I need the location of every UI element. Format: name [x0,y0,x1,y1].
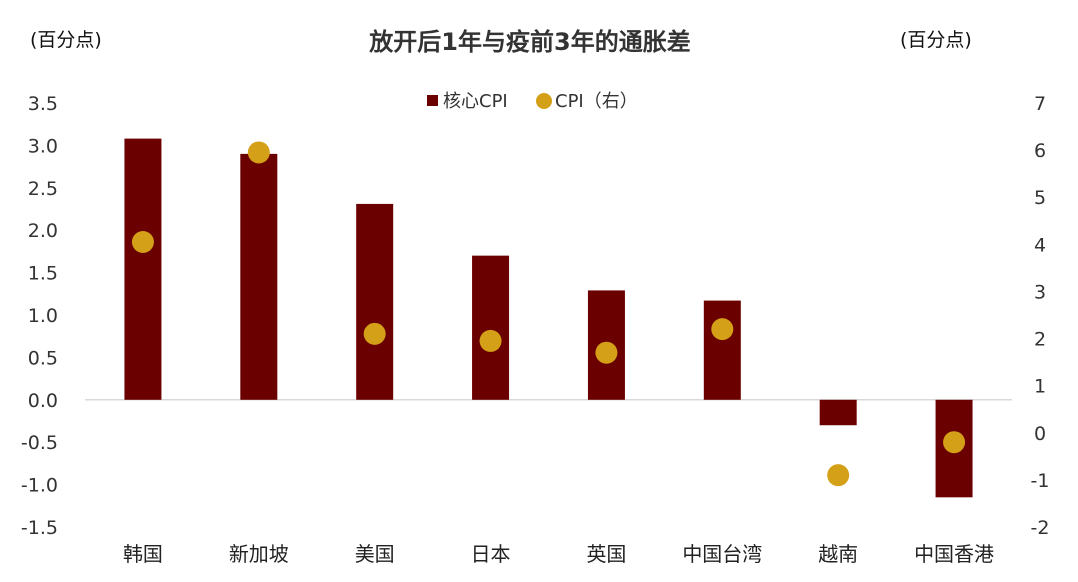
core-cpi-bars [124,138,973,498]
core-cpi-bar [124,138,162,400]
legend-swatch-cpi [536,93,552,109]
category-labels: 韩国 新加坡 美国 日本 英国 中国台湾 越南 中国香港 [123,542,994,566]
left-tick-label: -1.5 [21,517,58,539]
left-tick-label: 3.0 [28,135,58,157]
right-tick-label: -2 [1031,517,1050,539]
legend-swatch-core-cpi [427,95,438,106]
right-tick-label: 7 [1034,93,1046,115]
chart-title: 放开后1年与疫前3年的通胀差 [368,28,690,56]
legend-label-cpi: CPI（右） [555,91,638,112]
legend-label-core-cpi: 核心CPI [443,91,508,112]
cpi-dot [479,329,502,352]
left-tick-label: 3.5 [28,93,58,115]
cpi-dot [247,141,270,164]
left-tick-label: 0.5 [28,347,58,369]
core-cpi-bar [472,255,510,400]
core-cpi-bar [240,153,278,400]
right-tick-label: -1 [1031,470,1050,492]
left-tick-label: 2.5 [28,178,58,200]
core-cpi-bar [703,300,741,400]
left-axis-unit: (百分点) [30,29,102,51]
category-label: 新加坡 [229,542,289,566]
category-label: 韩国 [123,542,163,566]
cpi-dot [943,431,966,454]
core-cpi-bar [819,399,857,426]
left-tick-label: -1.0 [21,475,58,497]
left-axis-ticks: 3.5 3.0 2.5 2.0 1.5 1.0 0.5 0.0 -0.5 -1.0 -1.5 [21,93,58,539]
category-label: 中国香港 [914,542,994,566]
right-tick-label: 6 [1034,140,1046,162]
cpi-dot [131,230,154,253]
right-tick-label: 2 [1034,329,1046,351]
right-axis-ticks: 7 6 5 4 3 2 1 0 -1 -2 [1031,93,1050,539]
category-label: 英国 [586,542,626,566]
category-label: 日本 [471,542,511,566]
left-tick-label: 0.0 [28,390,58,412]
category-label: 越南 [818,542,858,566]
core-cpi-bar [356,203,394,400]
cpi-dot [363,322,386,345]
left-tick-label: 1.5 [28,263,58,285]
left-tick-label: 2.0 [28,220,58,242]
left-tick-label: 1.0 [28,305,58,327]
left-tick-label: -0.5 [21,432,58,454]
right-tick-label: 0 [1034,423,1046,445]
right-axis-unit: (百分点) [900,29,972,51]
category-label: 美国 [355,542,395,566]
cpi-dot [711,318,734,341]
right-tick-label: 5 [1034,187,1046,209]
cpi-dot [595,341,618,364]
cpi-dot [827,464,850,487]
right-tick-label: 3 [1034,281,1046,303]
right-tick-label: 1 [1034,376,1046,398]
right-tick-label: 4 [1034,234,1046,256]
legend: 核心CPI CPI（右） [427,91,638,112]
cpi-dots [131,141,966,487]
category-label: 中国台湾 [682,542,762,566]
